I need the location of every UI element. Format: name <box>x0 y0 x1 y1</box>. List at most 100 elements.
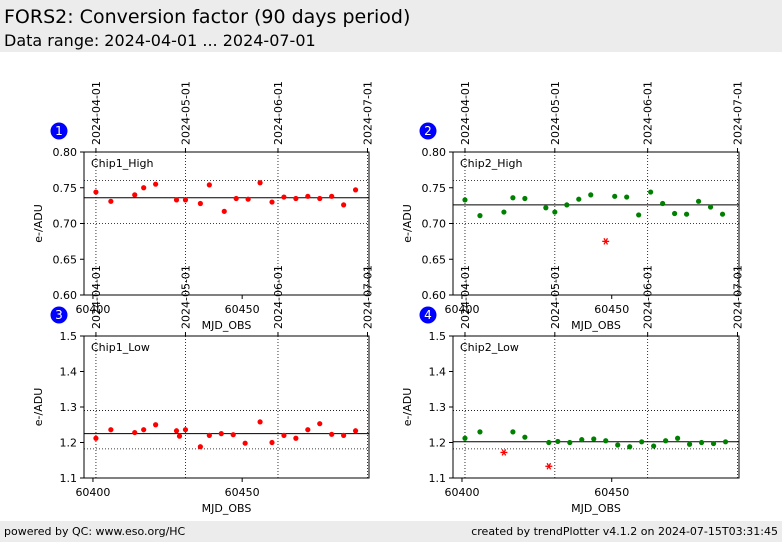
data-point <box>173 428 180 434</box>
y-tick-label: 0.65 <box>422 253 447 266</box>
series-label: Chip1_High <box>91 157 153 170</box>
data-point <box>305 193 311 199</box>
outlier-point <box>545 462 553 470</box>
plot-frame <box>83 335 370 479</box>
data-point <box>293 195 299 202</box>
data-point <box>579 437 585 443</box>
page-title: FORS2: Conversion factor (90 days period… <box>4 6 411 28</box>
panel-number-badge <box>419 306 437 324</box>
data-point <box>522 195 528 202</box>
y-tick-label: 1.5 <box>429 330 447 343</box>
y-tick-label: 1.4 <box>429 366 447 379</box>
y-axis-label: e-/ADU <box>401 204 414 243</box>
y-tick-label: 1.5 <box>60 330 78 343</box>
x-tick-label: 60400 <box>444 303 479 316</box>
chart-panel-1: 0.60 0.65 0.70 0.75 0.80 60400 60450 2024-04-01… <box>32 81 375 332</box>
panel-number: 3 <box>55 308 63 322</box>
x-axis-label: MJD_OBS <box>202 319 252 332</box>
data-point <box>141 185 147 191</box>
date-tick-label: 2024-04-01 <box>459 265 472 329</box>
date-tick-label: 2024-07-01 <box>362 81 375 145</box>
data-point <box>576 196 582 202</box>
x-tick-label: 60450 <box>594 486 629 499</box>
date-tick-label: 2024-07-01 <box>732 81 745 145</box>
data-point <box>675 435 681 441</box>
x-tick-label: 60450 <box>225 486 260 499</box>
data-point <box>197 444 203 450</box>
y-tick-label: 1.1 <box>60 472 78 485</box>
data-point <box>317 195 323 202</box>
series-label: Chip2_Low <box>460 341 519 354</box>
data-point <box>218 431 224 437</box>
y-tick-label: 1.2 <box>429 437 447 450</box>
data-point <box>543 205 549 211</box>
date-tick-label: 2024-04-01 <box>90 265 103 329</box>
data-point <box>552 209 558 215</box>
data-point <box>281 432 287 438</box>
x-tick-label: 60400 <box>75 303 110 316</box>
data-point <box>153 422 159 428</box>
data-point <box>341 202 347 208</box>
date-tick-label: 2024-05-01 <box>549 265 562 329</box>
y-tick-label: 0.60 <box>422 289 447 302</box>
panel-number-badge <box>50 122 68 140</box>
x-axis-label: MJD_OBS <box>202 502 252 515</box>
y-tick-label: 0.70 <box>422 218 447 231</box>
y-tick-label: 1.1 <box>429 472 447 485</box>
data-point <box>567 439 573 446</box>
data-point <box>477 429 483 435</box>
panel-number-badge <box>50 306 68 324</box>
data-range-subtitle: Data range: 2024-04-01 ... 2024-07-01 <box>4 31 316 50</box>
data-point <box>636 212 642 218</box>
x-tick-label: 60450 <box>594 303 629 316</box>
data-point <box>141 427 147 433</box>
data-point <box>462 197 468 203</box>
data-point <box>197 200 203 207</box>
data-point <box>230 432 236 438</box>
panel-number: 1 <box>55 124 63 138</box>
data-point <box>672 210 678 217</box>
data-point <box>269 199 275 205</box>
data-point <box>182 427 189 433</box>
data-point <box>257 180 263 186</box>
footer-timestamp: created by trendPlotter v4.1.2 on 2024-0… <box>471 525 778 538</box>
panel-number: 4 <box>424 308 432 322</box>
series-label: Chip1_Low <box>91 341 150 354</box>
data-point <box>615 442 621 448</box>
date-tick-label: 2024-04-01 <box>90 81 103 145</box>
y-tick-label: 1.3 <box>60 401 78 414</box>
data-point <box>707 204 714 210</box>
date-tick-label: 2024-04-01 <box>459 81 472 145</box>
data-point <box>108 427 114 433</box>
date-tick-label: 2024-06-01 <box>642 265 655 329</box>
data-point <box>221 208 227 214</box>
y-tick-label: 0.80 <box>53 146 78 159</box>
outlier-stroke <box>546 462 552 470</box>
date-tick-label: 2024-06-01 <box>272 81 285 145</box>
data-point <box>153 181 159 187</box>
date-tick-label: 2024-06-01 <box>272 265 285 329</box>
data-point <box>269 439 275 446</box>
data-point <box>329 193 335 199</box>
data-point <box>591 436 597 442</box>
data-point <box>698 439 705 446</box>
data-point <box>245 196 251 202</box>
data-point <box>651 443 657 449</box>
data-point <box>695 198 702 204</box>
y-tick-label: 0.80 <box>422 146 447 159</box>
data-point <box>686 441 693 447</box>
data-point <box>510 429 516 435</box>
data-point <box>612 193 618 199</box>
data-point <box>352 428 359 434</box>
data-point <box>281 194 287 200</box>
y-tick-label: 1.4 <box>60 366 78 379</box>
x-axis-label: MJD_OBS <box>571 502 621 515</box>
data-point <box>477 213 483 219</box>
data-point <box>233 195 239 202</box>
data-point <box>352 187 359 193</box>
panel-number: 2 <box>424 124 432 138</box>
data-point <box>722 439 729 445</box>
chart-panel-3: 1.1 1.2 1.3 1.4 1.5 60400 60450 2024-04-01 2024-… <box>32 265 375 515</box>
data-point <box>719 211 726 217</box>
